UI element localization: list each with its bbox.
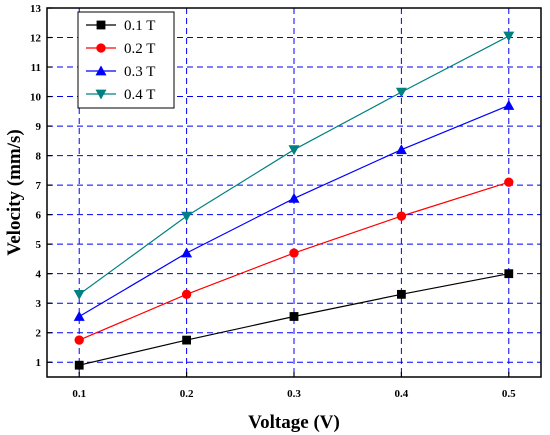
y-tick-label: 7: [36, 180, 42, 192]
data-point: [182, 335, 192, 345]
y-tick-label: 3: [36, 298, 42, 310]
data-point: [288, 145, 300, 156]
x-tick-label: 0.5: [502, 388, 516, 400]
y-tick-label: 2: [36, 328, 42, 340]
legend-label: 0.4 T: [124, 87, 155, 103]
x-tick-label: 0.1: [72, 388, 86, 400]
x-tick-label: 0.2: [180, 388, 194, 400]
y-tick-label: 6: [36, 210, 42, 222]
y-axis-title: Velocity (mm/s): [4, 129, 25, 255]
y-tick-label: 9: [36, 121, 42, 133]
legend: 0.1 T 0.2 T 0.3 T 0.4 T: [77, 11, 175, 109]
legend-item: 0.4 T: [86, 87, 155, 103]
data-point: [74, 360, 84, 370]
y-tick-label: 4: [36, 269, 42, 281]
legend-item: 0.1 T: [86, 18, 155, 34]
data-point: [504, 269, 514, 279]
legend-item: 0.3 T: [86, 64, 155, 80]
data-point: [288, 192, 300, 203]
legend-marker: [95, 89, 107, 100]
x-tick-label: 0.4: [395, 388, 409, 400]
legend-label: 0.2 T: [124, 41, 155, 57]
series-3: [73, 99, 515, 321]
legend-box: [77, 11, 175, 109]
data-point: [503, 99, 515, 110]
data-point: [503, 31, 515, 42]
series-4: [73, 31, 515, 300]
x-tick-label: 0.3: [287, 388, 301, 400]
data-point: [181, 289, 192, 300]
series-1: [74, 269, 514, 370]
legend-item: 0.2 T: [86, 41, 155, 57]
data-point: [396, 211, 407, 221]
data-point: [73, 310, 85, 321]
y-tick-label: 8: [36, 151, 42, 163]
y-tick-label: 10: [30, 92, 42, 104]
data-point: [396, 289, 406, 299]
x-axis-title: Voltage (V): [248, 412, 340, 433]
series-group: [73, 31, 515, 370]
data-point: [395, 144, 407, 155]
data-point: [504, 177, 514, 187]
series-2: [74, 177, 514, 345]
data-point: [73, 289, 85, 300]
legend-marker: [95, 65, 107, 76]
y-tick-label: 5: [36, 239, 42, 251]
data-point: [289, 312, 299, 321]
data-point: [289, 248, 299, 258]
data-point: [181, 211, 193, 222]
legend-marker: [96, 43, 106, 53]
legend-label: 0.1 T: [124, 18, 155, 34]
data-point: [395, 87, 407, 98]
y-tick-label: 12: [30, 33, 42, 45]
legend-marker: [96, 20, 106, 30]
y-tick-label: 13: [30, 3, 42, 15]
y-tick-label: 1: [36, 357, 42, 369]
data-point: [74, 335, 84, 345]
y-tick-label: 11: [31, 62, 41, 74]
data-point: [181, 247, 193, 258]
legend-label: 0.3 T: [124, 64, 155, 80]
